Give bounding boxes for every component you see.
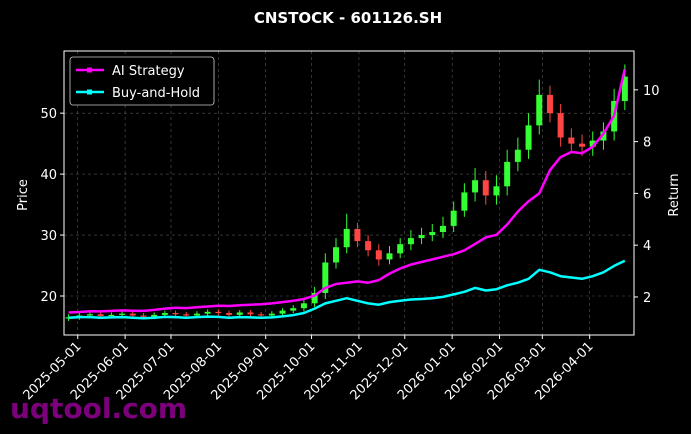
y2-tick-label: 10	[643, 84, 660, 99]
candle-body	[204, 311, 211, 314]
candle-body	[621, 76, 628, 101]
candle-body	[333, 247, 340, 263]
legend-label: AI Strategy	[112, 64, 185, 79]
plot-frame	[63, 50, 635, 336]
candle-body	[397, 244, 404, 254]
y-tick-label: 40	[40, 168, 57, 183]
candle-body	[258, 314, 265, 316]
y-tick-label: 30	[40, 229, 57, 244]
candle-body	[236, 312, 243, 315]
candle-body	[365, 241, 372, 251]
y2-tick-label: 4	[643, 239, 651, 254]
candle-body	[140, 315, 147, 317]
candle-body	[215, 311, 222, 314]
y2-tick-label: 8	[643, 136, 651, 151]
legend-marker	[87, 89, 92, 95]
candle-body	[322, 262, 329, 293]
candle-body	[546, 94, 553, 114]
candle-body	[226, 313, 233, 315]
return-line	[68, 68, 627, 314]
candle-body	[97, 314, 104, 317]
candle-body	[525, 125, 532, 150]
candle-body	[161, 313, 168, 315]
candle-body	[279, 310, 286, 314]
candle-body	[439, 225, 446, 233]
watermark: uqtool.com	[10, 392, 187, 425]
candle-body	[472, 180, 479, 193]
candle-body	[493, 186, 500, 196]
y-axis-label: Price	[16, 179, 31, 211]
candle-body	[193, 313, 200, 316]
candle-body	[172, 313, 179, 315]
candle-body	[514, 149, 521, 162]
legend-label: Buy-and-Hold	[112, 86, 200, 101]
candle-body	[151, 314, 158, 317]
legend-marker	[87, 67, 92, 73]
candle-body	[86, 314, 93, 316]
candle-body	[386, 253, 393, 260]
candle-body	[407, 238, 414, 245]
return-line	[68, 259, 626, 320]
candle-body	[290, 308, 297, 311]
candle-body	[108, 314, 115, 317]
candle-body	[129, 313, 136, 316]
y2-axis-label: Return	[667, 173, 682, 216]
candle-body	[482, 180, 489, 196]
chart-title: CNSTOCK - 601126.SH	[254, 9, 442, 27]
candle-body	[247, 312, 254, 315]
candle-body	[579, 143, 586, 147]
candle-body	[183, 314, 190, 316]
candle-body	[119, 313, 126, 315]
candle-body	[268, 313, 275, 316]
y2-tick-label: 6	[643, 187, 651, 202]
candle-body	[461, 192, 468, 211]
candle-body	[504, 161, 511, 187]
candle-body	[450, 210, 457, 226]
candle-body	[311, 292, 318, 304]
candle-body	[375, 250, 382, 260]
y2-tick-label: 2	[643, 291, 651, 306]
candle-body	[300, 303, 307, 309]
candle-body	[568, 137, 575, 144]
candle-body	[557, 113, 564, 138]
candle-body	[65, 317, 72, 319]
y-tick-label: 20	[40, 290, 57, 305]
candle-body	[343, 228, 350, 248]
candle-body	[536, 94, 543, 126]
candle-body	[589, 140, 596, 147]
legend-box	[69, 56, 215, 106]
legend: AI Strategy Buy-and-Hold	[69, 56, 215, 106]
candle-body	[418, 235, 425, 239]
candle-body	[429, 232, 436, 236]
y-tick-label: 50	[40, 107, 57, 122]
candle-body	[354, 228, 361, 242]
candle-body	[600, 131, 607, 141]
